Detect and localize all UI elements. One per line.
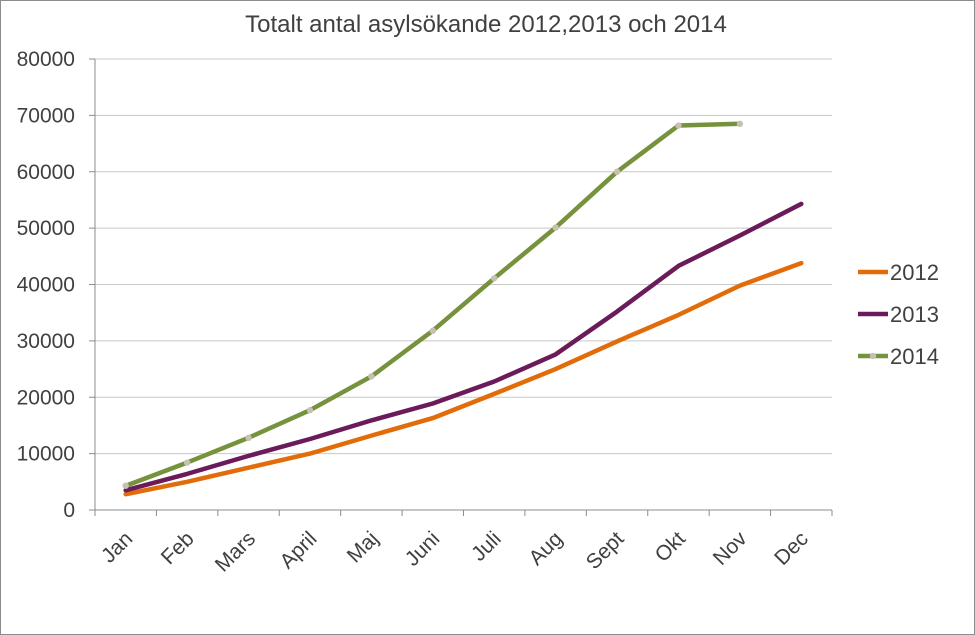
x-tick-label: Nov bbox=[709, 527, 752, 570]
x-axis-ticks: Jan Feb Mars April Maj Juni Juli Aug Sept Okt Nov D… bbox=[97, 527, 813, 577]
axes bbox=[89, 58, 833, 516]
gridlines bbox=[95, 58, 832, 455]
y-tick-label: 60000 bbox=[17, 161, 75, 184]
data-point-2014 bbox=[429, 327, 436, 334]
data-point-2014 bbox=[675, 122, 682, 129]
chart-title: Totalt antal asylsökande 2012,2013 och 2… bbox=[245, 11, 727, 38]
data-point-2014 bbox=[122, 482, 129, 489]
x-tick-label: Okt bbox=[651, 527, 690, 566]
data-point-2014 bbox=[183, 459, 191, 466]
data-point-2014 bbox=[613, 168, 621, 175]
legend-label-2012: 2012 bbox=[890, 260, 939, 285]
legend-label-2014: 2014 bbox=[890, 344, 939, 369]
x-tick-label: Feb bbox=[157, 527, 199, 569]
data-point-2014 bbox=[552, 224, 559, 231]
series-line-2012 bbox=[123, 260, 804, 497]
y-axis-ticks: 0 10000 20000 30000 40000 50000 60000 70000 8000… bbox=[17, 48, 75, 522]
y-tick-label: 10000 bbox=[17, 443, 75, 466]
data-point-2014 bbox=[491, 275, 498, 282]
data-point-2014 bbox=[245, 434, 252, 442]
y-tick-label: 50000 bbox=[17, 217, 75, 240]
data-point-2014 bbox=[368, 373, 375, 380]
x-tick-label: Sept bbox=[582, 527, 629, 574]
series-lines bbox=[122, 120, 804, 497]
y-tick-label: 0 bbox=[63, 499, 75, 522]
y-tick-label: 70000 bbox=[17, 104, 75, 127]
series-line-2014 bbox=[123, 121, 743, 489]
x-tick-label: April bbox=[276, 527, 322, 573]
x-tick-label: Aug bbox=[524, 527, 567, 570]
y-tick-label: 20000 bbox=[17, 386, 75, 409]
x-tick-label: Dec bbox=[770, 527, 813, 570]
legend-marker-2014 bbox=[869, 352, 877, 360]
y-tick-label: 40000 bbox=[17, 274, 75, 297]
legend-label-2013: 2013 bbox=[890, 302, 939, 327]
data-point-2014 bbox=[306, 407, 314, 414]
legend: 2012 2013 2014 bbox=[858, 260, 939, 369]
data-point-2014 bbox=[736, 120, 744, 128]
x-tick-label: Maj bbox=[343, 527, 383, 567]
x-tick-label: Mars bbox=[211, 527, 260, 576]
x-tick-label: Juli bbox=[467, 527, 506, 566]
x-tick-label: Juni bbox=[401, 527, 445, 571]
y-tick-label: 80000 bbox=[17, 48, 75, 71]
x-tick-label: Jan bbox=[97, 527, 137, 567]
y-tick-label: 30000 bbox=[17, 330, 75, 353]
series-line-2013 bbox=[123, 201, 804, 493]
